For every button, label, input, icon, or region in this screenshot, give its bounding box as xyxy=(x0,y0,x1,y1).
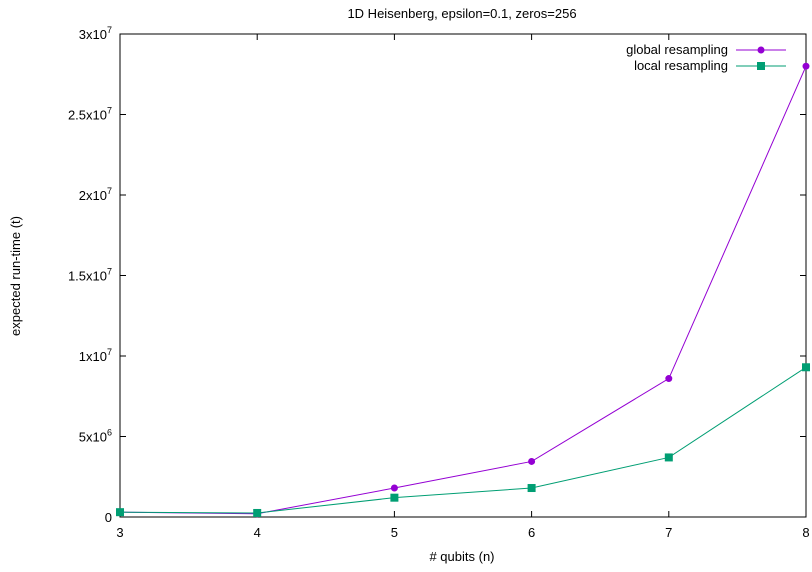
data-point xyxy=(527,484,536,493)
legend-swatch-marker xyxy=(757,62,765,70)
y-tick-exponent: 7 xyxy=(107,25,112,35)
legend-swatch-marker xyxy=(757,46,765,54)
x-tick-label: 3 xyxy=(116,525,123,540)
x-axis-title: # qubits (n) xyxy=(429,549,494,564)
legend-label: local resampling xyxy=(634,58,728,73)
y-tick-mantissa: 3x10 xyxy=(79,27,107,42)
x-tick-label: 6 xyxy=(528,525,535,540)
y-tick-label: 0 xyxy=(105,510,112,525)
x-axis: 3 4 5 6 7 8 xyxy=(116,34,810,540)
y-axis-title: expected run-time (t) xyxy=(8,216,23,336)
x-tick-label: 7 xyxy=(665,525,672,540)
data-point xyxy=(528,457,536,465)
series-layer xyxy=(116,62,810,518)
data-point xyxy=(802,62,810,70)
y-tick-mantissa: 2x10 xyxy=(79,188,107,203)
y-tick-mantissa: 5x10 xyxy=(79,430,107,445)
series-0 xyxy=(116,62,810,518)
y-tick-label: 2.5x107 xyxy=(68,106,112,123)
y-tick-exponent: 7 xyxy=(107,267,112,277)
series-line xyxy=(119,65,807,515)
y-tick-label: 1.5x107 xyxy=(68,267,112,284)
data-point xyxy=(253,508,262,517)
plot-frame xyxy=(119,33,807,518)
y-tick-exponent: 7 xyxy=(107,186,112,196)
chart-title: 1D Heisenberg, epsilon=0.1, zeros=256 xyxy=(347,6,576,21)
y-tick-label: 1x107 xyxy=(79,347,112,364)
data-point xyxy=(390,484,398,492)
data-point xyxy=(802,363,810,372)
x-tick-label: 5 xyxy=(391,525,398,540)
x-tick-label: 8 xyxy=(802,525,809,540)
data-point xyxy=(664,453,673,462)
x-tick-label: 4 xyxy=(254,525,261,540)
series-line xyxy=(119,366,807,514)
data-point xyxy=(116,508,124,517)
data-point xyxy=(665,375,673,383)
y-tick-label: 2x107 xyxy=(79,186,112,203)
data-point xyxy=(390,493,399,502)
y-tick-mantissa: 2.5x10 xyxy=(68,108,107,123)
y-tick-exponent: 7 xyxy=(107,106,112,116)
y-tick-label: 5x106 xyxy=(79,428,112,445)
y-tick-mantissa: 0 xyxy=(105,510,112,525)
y-tick-exponent: 7 xyxy=(107,347,112,357)
y-tick-label: 3x107 xyxy=(79,25,112,42)
y-tick-mantissa: 1.5x10 xyxy=(68,269,107,284)
y-tick-exponent: 6 xyxy=(107,428,112,438)
series-1 xyxy=(116,363,810,517)
legend-label: global resampling xyxy=(626,42,728,57)
y-tick-mantissa: 1x10 xyxy=(79,349,107,364)
